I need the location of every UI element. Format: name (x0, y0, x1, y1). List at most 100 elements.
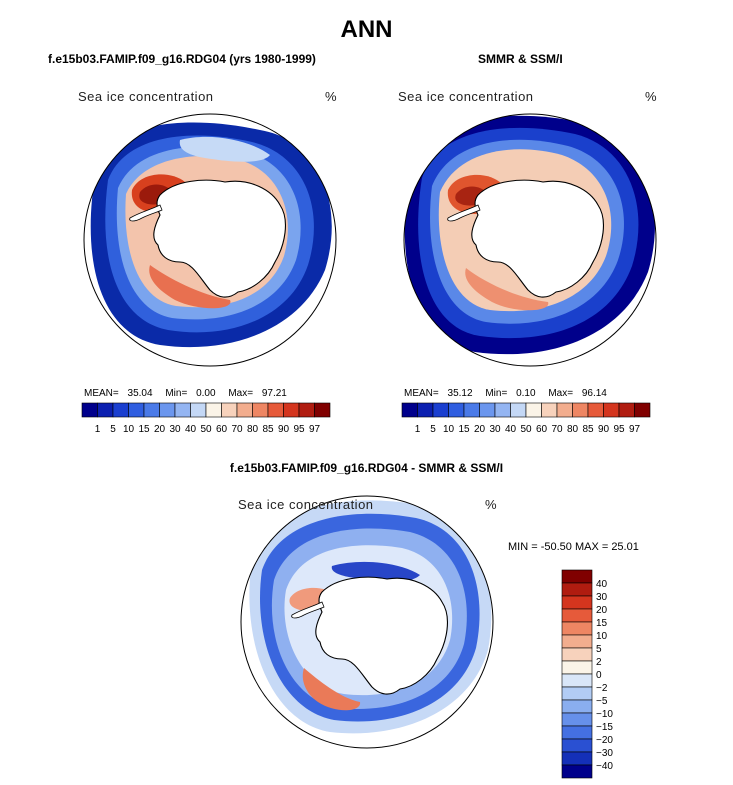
diff-variable-label: Sea ice concentration (238, 497, 374, 512)
obs-colorbar-tick-label: 70 (551, 424, 563, 435)
diff-colorbar-tick-label: 5 (596, 644, 602, 655)
model-colorbar-tick-label: 10 (123, 424, 135, 435)
obs-panel-header: SMMR & SSM/I (478, 52, 563, 66)
diff-colorbar-swatch-12 (561, 725, 593, 740)
obs-variable-label: Sea ice concentration (398, 89, 534, 104)
diff-colorbar-swatch-6 (561, 647, 593, 662)
diff-colorbar-swatch-3 (561, 608, 593, 623)
obs-max-value: 96.14 (581, 388, 607, 399)
obs-colorbar-swatch-1 (417, 402, 434, 418)
obs-colorbar-swatch-10 (556, 402, 573, 418)
model-colorbar-swatch-11 (252, 402, 269, 418)
model-colorbar-tick-label: 90 (278, 424, 290, 435)
obs-colorbar-swatch-7 (510, 402, 527, 418)
obs-colorbar-tick-label: 90 (598, 424, 610, 435)
obs-colorbar-tick-label: 20 (474, 424, 486, 435)
model-colorbar-swatch-2 (112, 402, 129, 418)
model-stats: MEAN= 35.04 Min= 0.00 Max= 97.21 (84, 388, 287, 399)
model-min-label: Min= (165, 388, 188, 399)
obs-colorbar-swatch-4 (463, 402, 480, 418)
diff-colorbar-swatch-15 (561, 764, 593, 779)
diff-colorbar-swatch-1 (561, 582, 593, 597)
obs-colorbar-tick-label: 60 (536, 424, 548, 435)
obs-colorbar-tick-label: 15 (458, 424, 470, 435)
obs-colorbar-swatch-6 (494, 402, 511, 418)
diff-colorbar-tick-label: −15 (596, 722, 613, 733)
model-colorbar-swatch-3 (128, 402, 145, 418)
obs-colorbar-tick-label: 40 (505, 424, 517, 435)
model-colorbar-swatch-0 (81, 402, 98, 418)
figure-title: ANN (340, 16, 393, 43)
diff-colorbar-swatch-2 (561, 595, 593, 610)
model-colorbar-swatch-8 (205, 402, 222, 418)
diff-colorbar-tick-label: −40 (596, 761, 613, 772)
diff-colorbar-swatch-8 (561, 673, 593, 688)
model-colorbar-tick-label: 70 (231, 424, 243, 435)
model-colorbar-tick-label: 80 (247, 424, 259, 435)
model-colorbar-swatch-10 (236, 402, 253, 418)
model-mean-label: MEAN= (84, 388, 119, 399)
diff-colorbar-swatch-14 (561, 751, 593, 766)
model-mean-value: 35.04 (127, 388, 153, 399)
model-colorbar-swatch-9 (221, 402, 238, 418)
model-variable-label: Sea ice concentration (78, 89, 214, 104)
model-min-value: 0.00 (196, 388, 216, 399)
diff-colorbar-tick-label: 10 (596, 631, 608, 642)
model-colorbar-swatch-4 (143, 402, 160, 418)
model-ross-sea (149, 265, 231, 309)
model-antarctica (153, 179, 286, 298)
diff-units-label: % (485, 497, 498, 512)
obs-colorbar-swatch-0 (401, 402, 418, 418)
diff-colorbar-swatch-9 (561, 686, 593, 701)
obs-colorbar-tick-label: 95 (613, 424, 625, 435)
model-panel-header: f.e15b03.FAMIP.f09_g16.RDG04 (yrs 1980-1… (48, 52, 316, 66)
diff-colorbar-swatch-10 (561, 699, 593, 714)
model-colorbar-swatch-14 (298, 402, 315, 418)
model-max-label: Max= (228, 388, 254, 399)
obs-colorbar-swatch-13 (603, 402, 620, 418)
obs-min-label: Min= (485, 388, 508, 399)
model-colorbar-swatch-6 (174, 402, 191, 418)
model-colorbar-swatch-12 (267, 402, 284, 418)
diff-colorbar-tick-label: −10 (596, 709, 613, 720)
diff-colorbar-tick-label: 0 (596, 670, 602, 681)
model-colorbar-swatch-5 (159, 402, 176, 418)
diff-antarctica (315, 576, 448, 695)
obs-colorbar-swatch-3 (448, 402, 465, 418)
diff-colorbar-tick-label: 15 (596, 618, 608, 629)
diff-colorbar-swatch-0 (561, 569, 593, 584)
obs-colorbar-swatch-2 (432, 402, 449, 418)
obs-stats: MEAN= 35.12 Min= 0.10 Max= 96.14 (404, 388, 607, 399)
model-colorbar-swatch-15 (314, 402, 331, 418)
model-ice-upper-light (179, 136, 270, 162)
obs-colorbar-swatch-5 (479, 402, 496, 418)
diff-colorbar-swatch-13 (561, 738, 593, 753)
diff-colorbar-tick-label: −2 (596, 683, 608, 694)
model-colorbar-tick-label: 95 (293, 424, 305, 435)
diff-colorbar-tick-label: 2 (596, 657, 602, 668)
diff-weddell-negative (331, 561, 420, 582)
diff-colorbar-swatch-11 (561, 712, 593, 727)
diff-minmax: MIN = -50.50 MAX = 25.01 (508, 541, 639, 553)
obs-colorbar-tick-label: 80 (567, 424, 579, 435)
model-colorbar-tick-label: 50 (200, 424, 212, 435)
diff-colorbar-swatch-4 (561, 621, 593, 636)
obs-colorbar-tick-label: 10 (443, 424, 455, 435)
diff-panel-header: f.e15b03.FAMIP.f09_g16.RDG04 - SMMR & SS… (229, 461, 504, 475)
obs-mean-label: MEAN= (404, 388, 439, 399)
model-colorbar: 1 5 10 15 20 30 40 50 60 70 80 85 90 95 97 (81, 402, 331, 435)
model-colorbar-tick-label: 15 (138, 424, 150, 435)
obs-colorbar-tick-label: 50 (520, 424, 532, 435)
obs-colorbar-tick-label: 1 (415, 424, 421, 435)
diff-colorbar-tick-label: 40 (596, 579, 608, 590)
obs-colorbar-swatch-12 (587, 402, 604, 418)
model-max-value: 97.21 (261, 388, 287, 399)
model-colorbar-tick-label: 60 (216, 424, 228, 435)
obs-ross-sea (465, 268, 549, 311)
obs-colorbar: 1 5 10 15 20 30 40 50 60 70 80 85 90 95 97 (401, 402, 651, 435)
model-colorbar-tick-label: 1 (95, 424, 101, 435)
obs-colorbar-swatch-15 (634, 402, 651, 418)
obs-peninsula (447, 204, 481, 222)
model-peninsula (129, 204, 163, 222)
